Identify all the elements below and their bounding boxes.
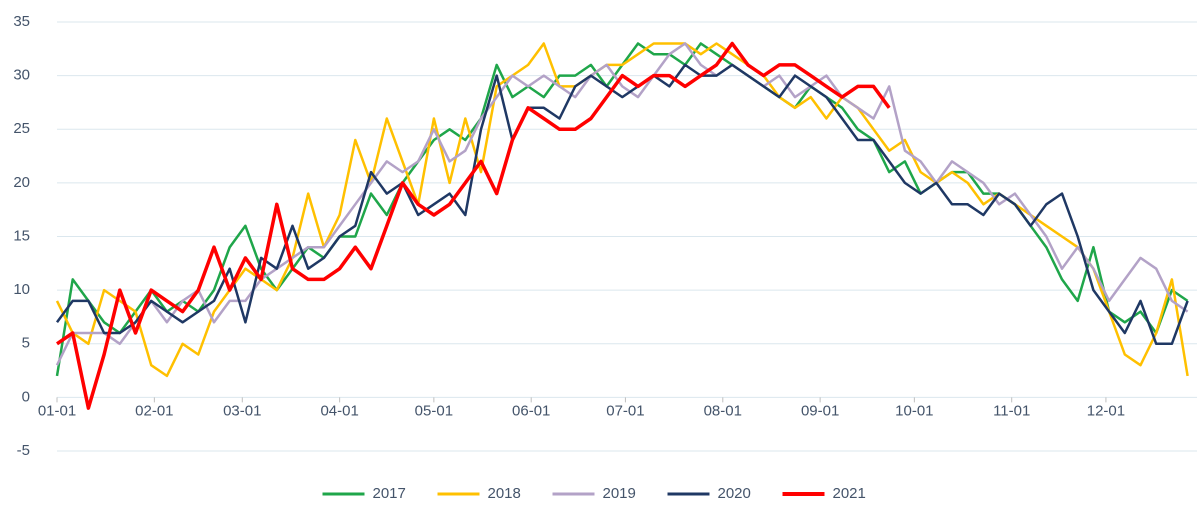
y-tick-label: 0 <box>22 388 30 405</box>
x-tick-label: 12-01 <box>1087 402 1125 419</box>
y-tick-label: 25 <box>13 120 30 137</box>
y-tick-label: 10 <box>13 281 30 298</box>
series-line <box>55 63 1189 346</box>
x-tick-label: 06-01 <box>512 402 550 419</box>
legend-label: 2018 <box>488 485 521 502</box>
x-tick-label: 11-01 <box>993 402 1030 419</box>
x-tick-label: 04-01 <box>320 402 358 419</box>
x-tick-label: 02-01 <box>135 402 173 419</box>
y-tick-label: 5 <box>22 335 30 352</box>
y-tick-label: -5 <box>17 442 30 459</box>
x-tick-label: 10-01 <box>895 402 933 419</box>
y-tick-label: 30 <box>13 67 30 84</box>
y-tick-label: 35 <box>13 13 30 30</box>
series-line <box>55 42 1189 366</box>
x-tick-label: 08-01 <box>704 402 742 419</box>
x-tick-label: 09-01 <box>801 402 839 419</box>
y-tick-label: 15 <box>13 227 30 244</box>
x-tick-label: 05-01 <box>415 402 453 419</box>
legend-label: 2021 <box>833 485 866 502</box>
x-tick-label: 07-01 <box>606 402 644 419</box>
series-line <box>56 41 891 410</box>
y-tick-label: 20 <box>13 174 30 191</box>
x-tick-label: 03-01 <box>223 402 261 419</box>
legend-label: 2020 <box>718 485 751 502</box>
legend-label: 2019 <box>603 485 636 502</box>
x-tick-label: 01-01 <box>38 402 76 419</box>
legend-label: 2017 <box>373 485 406 502</box>
